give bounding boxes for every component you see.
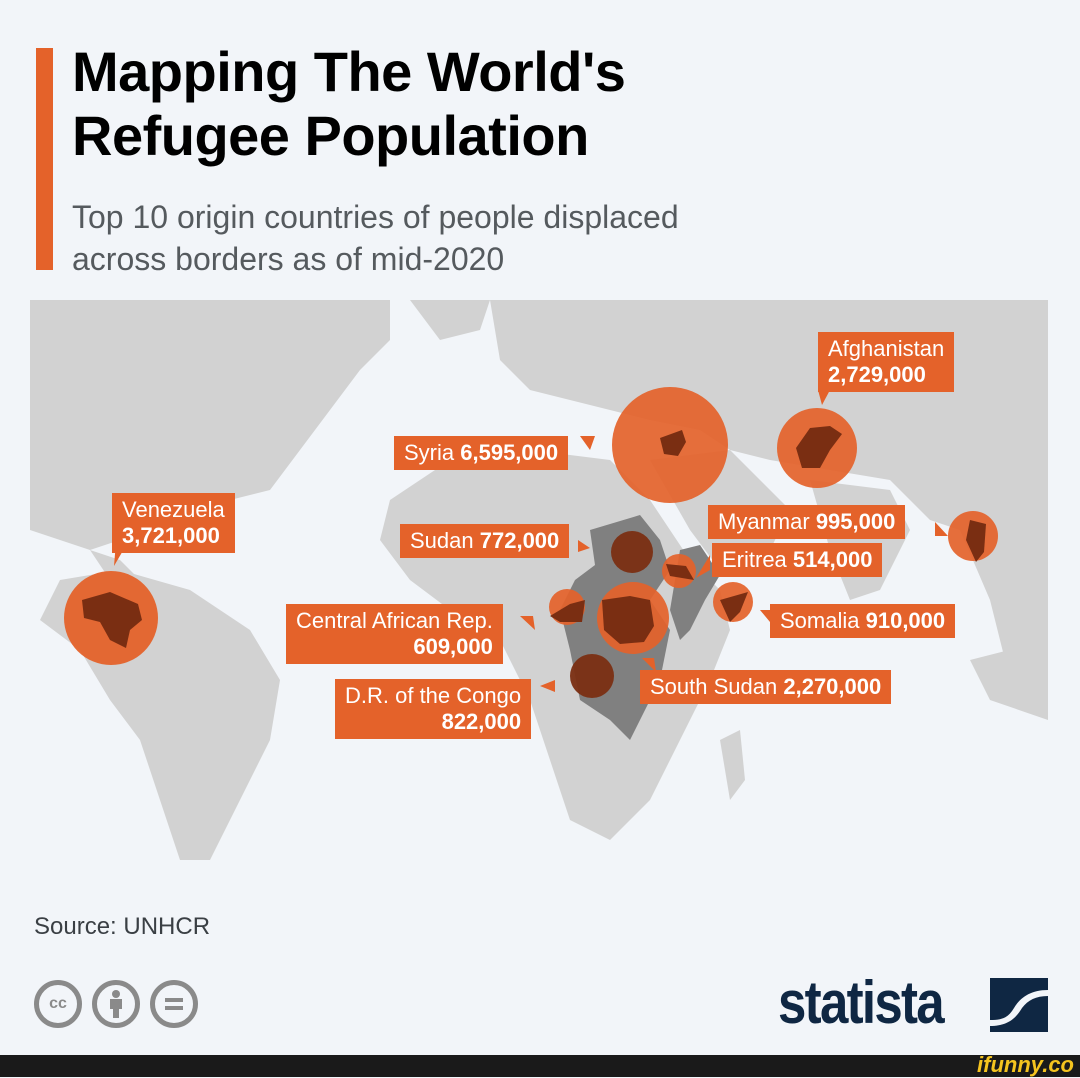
south-sudan-shape bbox=[602, 596, 654, 644]
label-value: 609,000 bbox=[413, 634, 493, 659]
label-value: 514,000 bbox=[792, 547, 873, 572]
label-value: 772,000 bbox=[479, 528, 560, 553]
subtitle-line-2: across borders as of mid-2020 bbox=[72, 241, 505, 277]
label-afghanistan: Afghanistan 2,729,000 bbox=[818, 332, 955, 392]
eritrea-shape bbox=[666, 564, 694, 580]
label-venezuela: Venezuela 3,721,000 bbox=[112, 493, 235, 553]
somalia-shape bbox=[720, 592, 748, 622]
label-syria: Syria 6,595,000 bbox=[394, 436, 569, 470]
label-sudan: Sudan 772,000 bbox=[400, 524, 570, 558]
watermark-bar bbox=[0, 1055, 1080, 1077]
person-icon bbox=[110, 990, 122, 1018]
cc-icon[interactable]: cc bbox=[34, 980, 82, 1028]
label-name: Sudan bbox=[410, 528, 474, 553]
label-name: Eritrea bbox=[722, 547, 787, 572]
label-name: Myanmar bbox=[718, 509, 810, 534]
syria-shape bbox=[660, 430, 686, 456]
title-line-1: Mapping The World's bbox=[72, 40, 626, 103]
label-name: D.R. of the Congo bbox=[345, 683, 522, 708]
label-value: 2,270,000 bbox=[783, 674, 882, 699]
afghanistan-shape bbox=[796, 426, 842, 468]
label-myanmar: Myanmar 995,000 bbox=[708, 505, 906, 539]
label-name: Central African Rep. bbox=[296, 608, 493, 633]
page-title: Mapping The World's Refugee Population bbox=[72, 40, 626, 168]
label-eritrea: Eritrea 514,000 bbox=[712, 543, 883, 577]
label-central-african-rep: Central African Rep. 609,000 bbox=[286, 604, 503, 664]
car-shape bbox=[550, 600, 585, 622]
license-icons[interactable]: cc bbox=[34, 980, 198, 1028]
subtitle-line-1: Top 10 origin countries of people displa… bbox=[72, 199, 679, 235]
bubble-drc bbox=[570, 654, 614, 698]
label-value: 910,000 bbox=[865, 608, 946, 633]
equals-icon bbox=[165, 998, 183, 1010]
accent-bar bbox=[36, 48, 53, 270]
label-name: Afghanistan bbox=[828, 336, 945, 361]
label-south-sudan: South Sudan 2,270,000 bbox=[640, 670, 892, 704]
label-name: South Sudan bbox=[650, 674, 778, 699]
statista-logo-text[interactable]: statista bbox=[778, 969, 945, 1036]
venezuela-shape bbox=[82, 592, 142, 648]
label-value: 995,000 bbox=[815, 509, 896, 534]
bubbles bbox=[64, 387, 998, 698]
no-derivatives-icon[interactable] bbox=[150, 980, 198, 1028]
label-name: Somalia bbox=[780, 608, 860, 633]
watermark: ifunny.co bbox=[977, 1052, 1074, 1077]
label-value: 3,721,000 bbox=[122, 523, 220, 548]
myanmar-shape bbox=[966, 520, 986, 562]
label-somalia: Somalia 910,000 bbox=[770, 604, 956, 638]
source-text: Source: UNHCR bbox=[34, 913, 211, 940]
label-name: Syria bbox=[404, 440, 455, 465]
bubble-sudan bbox=[611, 531, 653, 573]
attribution-icon[interactable] bbox=[92, 980, 140, 1028]
title-line-2: Refugee Population bbox=[72, 104, 589, 167]
label-value: 822,000 bbox=[441, 709, 522, 734]
label-value: 2,729,000 bbox=[828, 362, 926, 387]
statista-logo-icon[interactable] bbox=[990, 978, 1048, 1032]
subtitle: Top 10 origin countries of people displa… bbox=[72, 196, 679, 280]
label-name: Venezuela bbox=[122, 497, 225, 522]
label-value: 6,595,000 bbox=[460, 440, 559, 465]
cc-text: cc bbox=[49, 995, 67, 1012]
label-dr-congo: D.R. of the Congo 822,000 bbox=[335, 679, 532, 739]
